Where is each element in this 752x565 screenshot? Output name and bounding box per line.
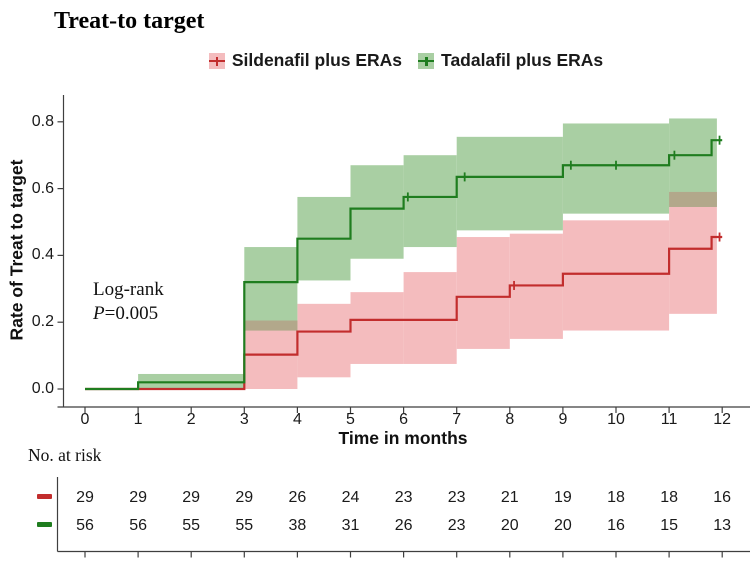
risk-count: 29 <box>76 489 94 506</box>
x-tick-label: 12 <box>713 411 732 428</box>
ci-band-segment-tadalafil <box>350 165 404 259</box>
risk-count: 16 <box>713 489 732 506</box>
logrank-p-value: =0.005 <box>104 303 159 324</box>
survival-curve-sildenafil <box>85 235 723 391</box>
ci-band-overlap <box>669 191 717 207</box>
x-tick-label: 5 <box>346 411 355 428</box>
ci-band-overlap <box>244 320 298 331</box>
y-tick-label: 0.6 <box>31 179 54 197</box>
sildenafil-key-icon <box>208 52 225 69</box>
legend-item-sildenafil: Sildenafil plus ERAs <box>208 50 403 71</box>
risk-count: 29 <box>235 489 254 506</box>
logrank-line1: Log-rank <box>93 279 164 300</box>
survival-curve-tadalafil <box>85 139 723 391</box>
legend-label-tadalafil: Tadalafil plus ERAs <box>441 50 604 70</box>
x-tick-label: 10 <box>607 411 625 428</box>
ci-band-segment-sildenafil <box>456 237 510 349</box>
risk-count: 18 <box>660 489 678 506</box>
risk-count: 19 <box>553 489 572 506</box>
x-axis-label: Time in months <box>338 428 468 448</box>
risk-count: 26 <box>394 517 413 534</box>
risk-count: 56 <box>76 517 94 534</box>
risk-table-heading: No. at risk <box>28 445 102 465</box>
ci-band-segment-sildenafil <box>562 220 670 331</box>
ci-band-segment-tadalafil <box>456 136 563 231</box>
risk-count: 20 <box>500 517 519 534</box>
risk-count: 23 <box>447 489 466 506</box>
risk-count: 20 <box>553 517 572 534</box>
x-tick-label: 4 <box>292 411 302 428</box>
risk-count: 18 <box>607 489 625 506</box>
logrank-annotation: Log-rank P=0.005 <box>93 278 164 326</box>
tadalafil-key-censor-tick <box>425 56 428 66</box>
x-tick-label: 7 <box>452 411 462 428</box>
risk-count: 16 <box>607 517 625 534</box>
legend-item-tadalafil: Tadalafil plus ERAs <box>418 50 603 71</box>
risk-count: 13 <box>713 517 732 534</box>
risk-count: 24 <box>341 489 360 506</box>
logrank-p-symbol: P <box>93 303 105 324</box>
chart-title: Treat-to target <box>54 8 205 34</box>
x-tick-label: 1 <box>133 411 143 428</box>
y-tick-label: 0.8 <box>31 112 54 130</box>
x-tick-label: 0 <box>80 411 90 428</box>
risk-count: 29 <box>182 489 201 506</box>
y-tick-label: 0.2 <box>31 313 54 331</box>
ci-band-segment-tadalafil <box>244 247 298 331</box>
risk-count: 55 <box>182 517 201 534</box>
x-tick-label: 9 <box>558 411 568 428</box>
sildenafil-key-censor-tick <box>215 56 219 66</box>
logrank-line2: P=0.005 <box>93 302 164 326</box>
risk-count: 21 <box>500 489 519 506</box>
risk-count: 55 <box>235 517 254 534</box>
ci-band-segment-sildenafil <box>350 292 404 364</box>
legend-label-sildenafil: Sildenafil plus ERAs <box>231 50 403 70</box>
risk-count: 29 <box>129 489 147 506</box>
risk-count: 56 <box>129 517 147 534</box>
x-tick-label: 8 <box>505 411 515 428</box>
x-tick-label: 11 <box>660 411 678 428</box>
risk-count: 23 <box>394 489 413 506</box>
risk-count: 23 <box>447 517 466 534</box>
y-tick-label: 0.4 <box>31 246 54 264</box>
risk-count: 26 <box>288 489 307 506</box>
legend: Sildenafil plus ERAs Tadalafil plus ERAs <box>30 50 752 71</box>
risk-row-key-sildenafil <box>37 494 52 499</box>
tadalafil-key-icon <box>418 52 435 69</box>
ci-band-segment-sildenafil <box>403 272 457 364</box>
ci-band-segment-sildenafil <box>669 191 717 314</box>
x-tick-label: 2 <box>186 411 196 428</box>
risk-count: 38 <box>288 517 307 534</box>
ci-band-segment-tadalafil <box>403 155 457 248</box>
y-tick-label: 0.0 <box>31 380 54 397</box>
risk-count: 31 <box>341 517 360 534</box>
ci-band-segment-sildenafil <box>297 303 351 378</box>
x-tick-label: 6 <box>399 411 409 428</box>
x-tick-label: 3 <box>239 411 249 428</box>
risk-row-key-tadalafil <box>37 522 52 527</box>
risk-count: 15 <box>660 517 678 534</box>
